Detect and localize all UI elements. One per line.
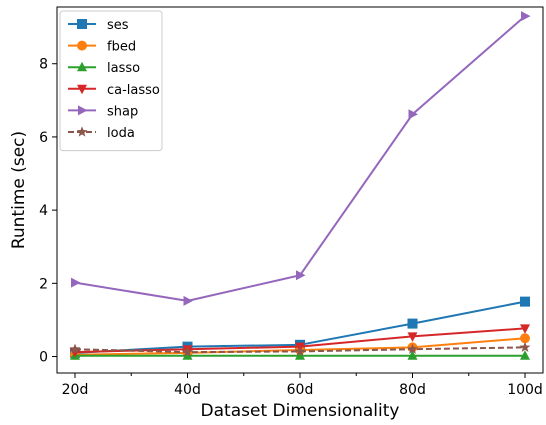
legend-item-lasso: lasso [68, 61, 140, 76]
legend-marker-lasso [77, 61, 87, 72]
data-point-ca-lasso-100d [520, 324, 530, 334]
data-point-ca-lasso-80d [407, 332, 418, 342]
x-tick-label-60d: 60d [287, 382, 314, 398]
data-point-loda-80d [407, 343, 418, 354]
legend: ses fbed lasso ca-lasso shap loda [59, 10, 163, 152]
data-point-shap-100d [521, 11, 531, 22]
legend-marker-fbed [77, 40, 87, 51]
y-axis-label: Runtime (sec) [9, 131, 29, 249]
plot-content [69, 11, 531, 360]
data-point-ses-100d [520, 296, 530, 307]
data-point-lasso-60d [295, 350, 305, 360]
legend-label-ca-lasso: ca-lasso [107, 83, 160, 98]
legend-item-fbed: fbed [68, 40, 136, 55]
axis-ticks: 20d 40d 60d 80d 100d 0 2 4 6 8 [39, 57, 543, 398]
series-shap [71, 11, 531, 306]
legend-label-ses: ses [107, 18, 129, 33]
legend-item-shap: shap [68, 104, 138, 119]
legend-label-fbed: fbed [107, 40, 136, 55]
x-tick-label-40d: 40d [174, 382, 201, 398]
data-point-loda-100d [519, 341, 531, 353]
legend-label-loda: loda [107, 126, 135, 141]
data-point-shap-60d [296, 270, 306, 281]
y-tick-label-8: 8 [39, 57, 48, 73]
data-point-shap-40d [183, 295, 193, 306]
x-axis-label: Dataset Dimensionality [201, 401, 400, 421]
legend-item-ca-lasso: ca-lasso [68, 83, 160, 98]
data-point-lasso-100d [520, 350, 530, 360]
y-tick-label-0: 0 [39, 350, 48, 366]
legend-marker-loda [76, 126, 88, 137]
legend-marker-ca-lasso [77, 84, 87, 95]
legend-label-shap: shap [107, 104, 138, 119]
y-tick-label-6: 6 [39, 130, 48, 146]
data-point-loda-60d [294, 345, 306, 357]
legend-label-lasso: lasso [107, 61, 140, 76]
data-point-lasso-40d [182, 350, 193, 360]
y-tick-label-4: 4 [39, 203, 48, 219]
data-point-loda-20d [69, 343, 81, 354]
legend-item-ses: ses [68, 18, 129, 33]
legend-item-loda: loda [68, 126, 135, 141]
x-tick-label-20d: 20d [62, 382, 89, 398]
data-point-shap-20d [71, 277, 81, 288]
legend-marker-ses [77, 19, 87, 29]
y-tick-label-2: 2 [39, 276, 48, 292]
data-point-shap-80d [408, 109, 418, 120]
data-point-fbed-100d [520, 333, 530, 344]
data-point-loda-40d [182, 346, 193, 357]
data-point-ses-80d [407, 318, 418, 329]
x-tick-label-80d: 80d [399, 382, 426, 398]
data-point-ca-lasso-20d [70, 348, 80, 358]
x-tick-label-100d: 100d [507, 382, 543, 398]
legend-marker-shap [78, 105, 88, 116]
series-loda [69, 341, 531, 357]
data-point-lasso-80d [407, 350, 418, 360]
